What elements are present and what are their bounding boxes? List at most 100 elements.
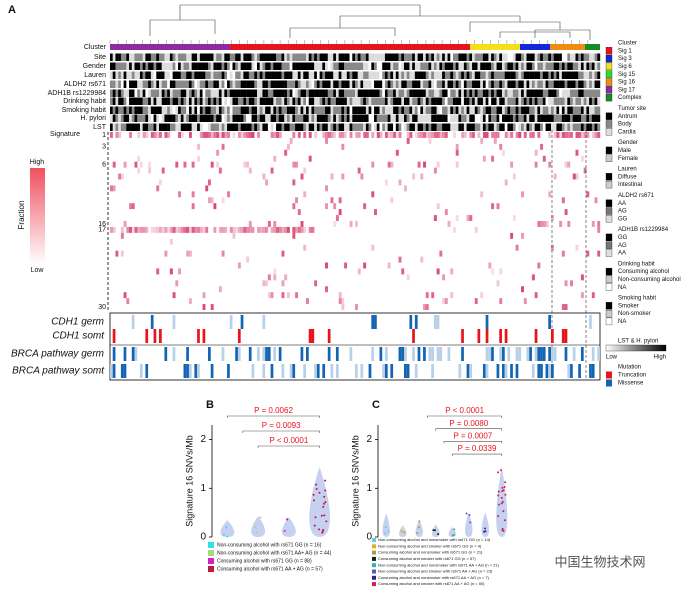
heat-cell (295, 161, 299, 168)
annotation-cell (292, 80, 296, 88)
point (283, 529, 286, 532)
annotation-cell (308, 89, 312, 97)
annotation-cell (518, 62, 522, 70)
annotation-cell (131, 89, 135, 97)
annotation-cell (458, 97, 462, 105)
annotation-cell (575, 71, 579, 79)
annotation-cell (474, 80, 478, 88)
annotation-cell (216, 106, 220, 114)
annotation-cell (126, 53, 130, 61)
annotation-cell (243, 123, 247, 131)
annotation-cell (210, 80, 214, 88)
p-value: P < 0.0001 (269, 436, 308, 445)
annotation-cell (431, 53, 435, 61)
annotation-cell (390, 62, 394, 70)
annotation-cell (567, 97, 571, 105)
heat-cell (123, 292, 127, 299)
annotation-cell (461, 89, 465, 97)
annotation-cell (474, 89, 478, 97)
annotation-cell (322, 114, 326, 122)
annotation-cell (570, 71, 573, 79)
annotation-cell (123, 71, 127, 79)
heat-cell (186, 226, 190, 233)
heat-cell (191, 191, 195, 198)
fraction-low: Low (31, 267, 45, 274)
heat-cell (398, 256, 402, 263)
p-value: P = 0.0093 (262, 421, 301, 430)
annotation-cell (594, 62, 598, 70)
annotation-cell (278, 114, 282, 122)
annotation-cell (534, 62, 538, 70)
annotation-cell (472, 123, 475, 131)
annotation-cell (186, 106, 190, 114)
annotation-cell (183, 53, 187, 61)
annotation-cell (368, 106, 372, 114)
annotation-cell (412, 80, 416, 88)
heat-cell (453, 132, 456, 138)
annotation-cell (267, 123, 271, 131)
annotation-cell (482, 106, 486, 114)
annotation-cell (368, 71, 372, 79)
signature-label: Signature (50, 131, 80, 138)
annotation-cell (444, 123, 448, 131)
annotation-cell (306, 62, 309, 70)
annotation-cell (518, 89, 522, 97)
annotation-cell (205, 123, 209, 131)
annotation-cell (360, 106, 364, 114)
annotation-cell (186, 80, 190, 88)
annotation-cell (507, 89, 511, 97)
annotation-cell (480, 123, 484, 131)
annotation-cell (240, 62, 244, 70)
annotation-cell (197, 97, 201, 105)
annotation-cell (512, 97, 516, 105)
annotation-cell (580, 53, 584, 61)
annotation-cell (139, 123, 143, 131)
annotation-cell (153, 97, 157, 105)
annotation-cell (227, 97, 230, 105)
annotation-cell (178, 71, 181, 79)
legend-label: Non-consuming alcohol and nonsmoker with… (378, 562, 500, 567)
annotation-cell (589, 53, 593, 61)
annotation-cell (325, 71, 328, 79)
annotation-cell (289, 53, 293, 61)
annotation-cell (267, 89, 271, 97)
legend-label: Non-consuming alcohol (618, 277, 681, 283)
mutation-cell (504, 364, 508, 378)
annotation-cell (502, 123, 505, 131)
annotation-cell (561, 89, 565, 97)
annotation-cell (499, 53, 503, 61)
annotation-cell (115, 80, 119, 88)
annotation-cell (270, 114, 274, 122)
annotation-cell (259, 71, 263, 79)
annotation-cell (401, 53, 405, 61)
annotation-cell (330, 114, 334, 122)
heat-cell (542, 221, 546, 227)
mutation-cell (518, 347, 522, 361)
annotation-cell (591, 62, 595, 70)
heat-cell (292, 232, 296, 239)
annotation-cell (180, 62, 184, 70)
annotation-cell (439, 62, 443, 70)
annotation-cell (115, 114, 119, 122)
annotation-cell (529, 62, 533, 70)
mutation-cell (433, 315, 437, 329)
annotation-cell (556, 123, 560, 131)
heat-cell (518, 132, 522, 138)
legend-title: ADH1B rs1229984 (618, 227, 669, 233)
annotation-cell (578, 123, 582, 131)
annotation-cell (526, 62, 530, 70)
annotation-cell (521, 106, 524, 114)
annotation-cell (346, 114, 350, 122)
heat-cell (423, 161, 426, 168)
annotation-cell (461, 71, 465, 79)
annotation-cell (232, 71, 236, 79)
mutation-cell (123, 364, 127, 378)
annotation-cell (502, 97, 505, 105)
annotation-cell (488, 123, 492, 131)
heat-cell (169, 226, 173, 233)
annotation-cell (126, 114, 130, 122)
heat-cell (455, 161, 459, 168)
annotation-cell (488, 89, 492, 97)
annotation-cell (393, 80, 397, 88)
annotation-cell (297, 80, 301, 88)
